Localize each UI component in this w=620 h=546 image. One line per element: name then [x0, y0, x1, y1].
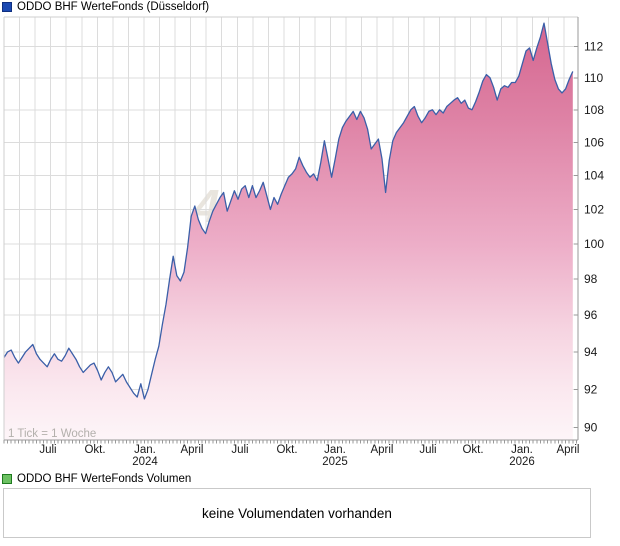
volume-series-swatch-icon	[2, 474, 12, 484]
x-tick-label: Jan.	[324, 444, 346, 456]
tick-unit-note: 1 Tick = 1 Woche	[8, 428, 96, 440]
price-series-label: ODDO BHF WerteFonds (Düsseldorf)	[17, 1, 210, 13]
y-tick-label: 90	[584, 421, 598, 435]
x-tick-label: April	[370, 444, 393, 456]
x-tick-label: Okt.	[276, 444, 297, 456]
week-ticks	[3, 440, 577, 444]
y-tick-label: 98	[584, 272, 598, 286]
y-tick-label: 92	[584, 382, 598, 396]
x-tick-label: Juli	[39, 444, 56, 456]
volume-series-label: ODDO BHF WerteFonds Volumen	[17, 473, 192, 485]
x-tick-label: Jan.	[511, 444, 533, 456]
price-chart-area: 4 90 92 94 96 98 100 102 104 106 108 110 112 Juli Okt.…	[3, 16, 604, 468]
y-tick-label: 102	[584, 202, 604, 216]
y-tick-label: 110	[584, 71, 603, 85]
y-tick-label: 106	[584, 135, 604, 149]
x-tick-label: Okt.	[462, 444, 483, 456]
x-tick-year-label: 2026	[509, 456, 535, 468]
x-tick-year-label: 2024	[132, 456, 158, 468]
price-area-fill	[4, 23, 573, 440]
x-tick-label: Jan.	[134, 444, 156, 456]
volume-empty-box: keine Volumendaten vorhanden	[3, 488, 591, 538]
x-tick-label: April	[180, 444, 203, 456]
y-tick-label: 108	[584, 103, 604, 117]
y-tick-label: 104	[584, 169, 604, 183]
y-tick-label: 96	[584, 308, 598, 322]
x-tick-year-label: 2025	[322, 456, 348, 468]
volume-series-legend: ODDO BHF WerteFonds Volumen	[2, 473, 191, 485]
y-tick-label: 112	[584, 39, 603, 53]
y-tick-label: 100	[584, 237, 604, 251]
x-tick-label: Juli	[231, 444, 248, 456]
y-axis: 90 92 94 96 98 100 102 104 106 108 110 112	[574, 39, 604, 435]
price-line	[3, 22, 574, 400]
volume-empty-message: keine Volumendaten vorhanden	[202, 505, 392, 521]
price-series-swatch-icon	[2, 2, 12, 12]
y-tick-label: 94	[584, 345, 598, 359]
price-series-legend: ODDO BHF WerteFonds (Düsseldorf)	[2, 1, 209, 13]
x-tick-label: Okt.	[84, 444, 105, 456]
x-tick-label: Juli	[419, 444, 436, 456]
x-tick-label: April	[556, 444, 579, 456]
